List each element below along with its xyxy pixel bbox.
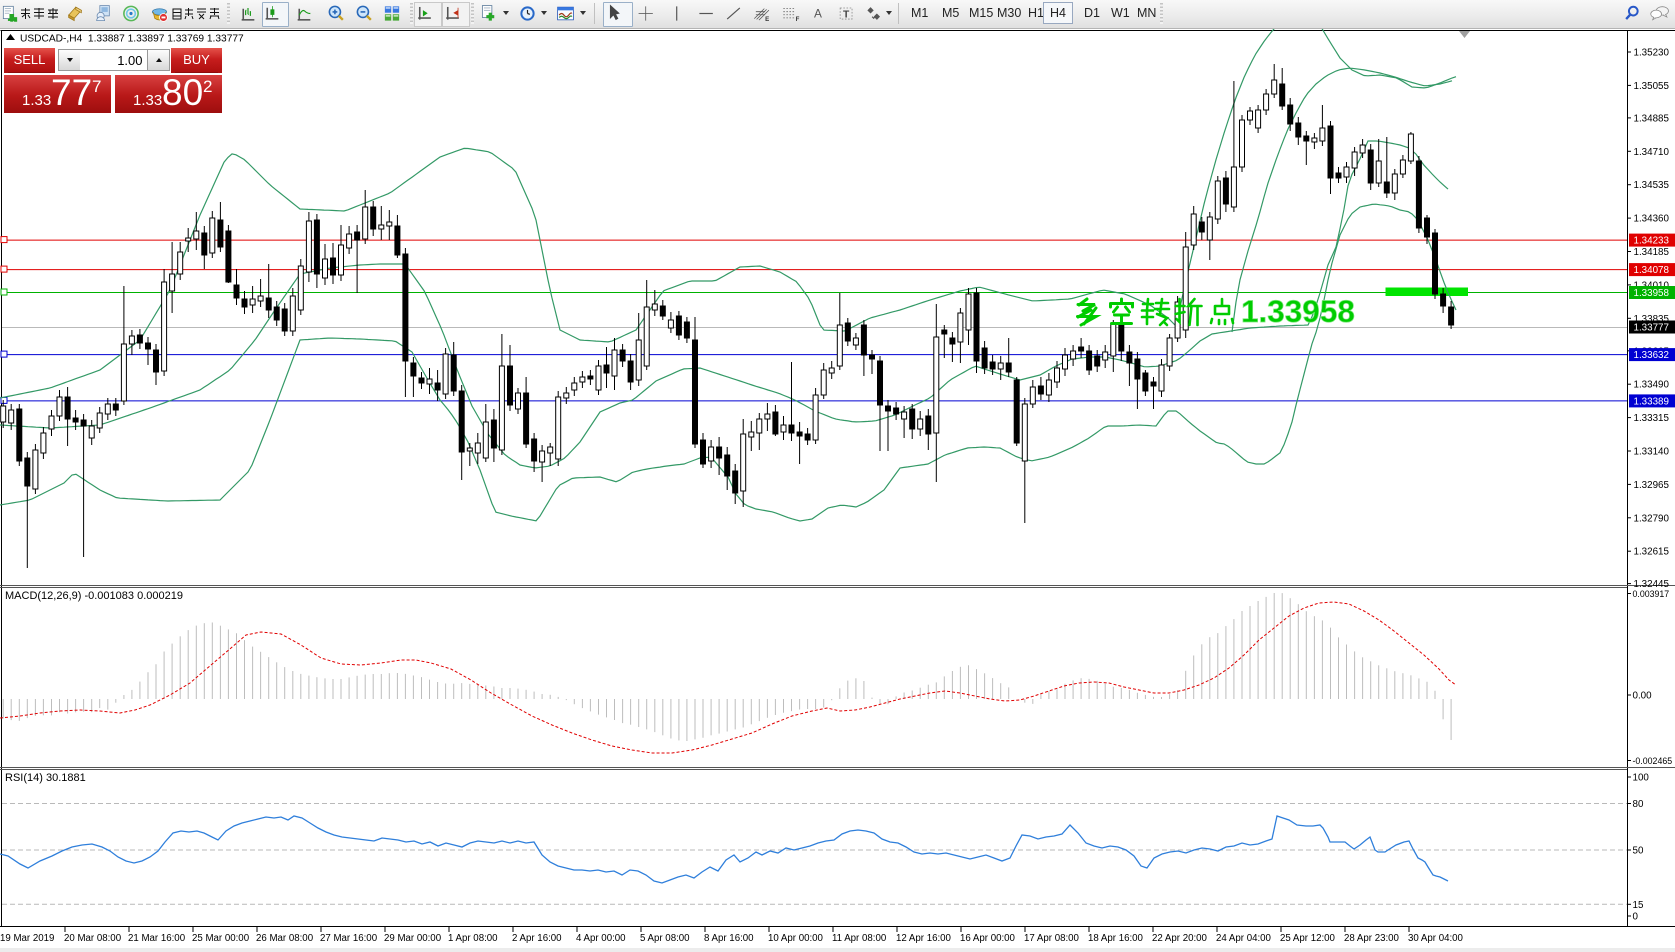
svg-text:12 Apr 16:00: 12 Apr 16:00: [896, 933, 952, 944]
svg-text:26 Mar 08:00: 26 Mar 08:00: [256, 933, 314, 944]
svg-text:20 Mar 08:00: 20 Mar 08:00: [64, 933, 122, 944]
svg-text:100: 100: [1633, 773, 1650, 784]
svg-text:24 Apr 04:00: 24 Apr 04:00: [1216, 933, 1272, 944]
svg-text:1.32790: 1.32790: [1634, 513, 1670, 524]
svg-text:16 Apr 00:00: 16 Apr 00:00: [960, 933, 1016, 944]
svg-text:25 Apr 12:00: 25 Apr 12:00: [1280, 933, 1336, 944]
svg-text:1.34078: 1.34078: [1634, 265, 1670, 276]
svg-text:15: 15: [1633, 900, 1644, 911]
svg-text:F: F: [796, 16, 800, 23]
svg-text:25 Mar 00:00: 25 Mar 00:00: [192, 933, 250, 944]
svg-text:30 Apr 04:00: 30 Apr 04:00: [1408, 933, 1464, 944]
svg-text:1.34360: 1.34360: [1634, 214, 1670, 225]
svg-text:1.33389: 1.33389: [1634, 396, 1669, 407]
svg-text:1.32615: 1.32615: [1634, 547, 1670, 558]
svg-text:1.33490: 1.33490: [1634, 380, 1670, 391]
svg-text:1.33632: 1.33632: [1634, 350, 1669, 361]
svg-text:1.34233: 1.34233: [1634, 236, 1670, 247]
svg-text:21 Mar 16:00: 21 Mar 16:00: [128, 933, 186, 944]
svg-text:E: E: [765, 16, 769, 23]
svg-text:1.33777: 1.33777: [1634, 323, 1669, 334]
svg-text:1.33315: 1.33315: [1634, 413, 1670, 424]
svg-text:1.32965: 1.32965: [1634, 480, 1670, 491]
svg-text:USDCAD-,H4 1.33887 1.33897 1.: USDCAD-,H4 1.33887 1.33897 1.33769 1.337…: [20, 34, 244, 45]
svg-text:1.33140: 1.33140: [1634, 447, 1670, 458]
svg-text:8 Apr 16:00: 8 Apr 16:00: [704, 933, 754, 944]
svg-text:80: 80: [1633, 799, 1644, 810]
svg-text:0.003917: 0.003917: [1633, 589, 1670, 599]
svg-text:22 Apr 20:00: 22 Apr 20:00: [1152, 933, 1208, 944]
svg-text:RSI(14) 30.1881: RSI(14) 30.1881: [5, 772, 86, 784]
svg-text:1.34885: 1.34885: [1634, 113, 1670, 124]
svg-text:1 Apr 08:00: 1 Apr 08:00: [448, 933, 498, 944]
svg-text:19 Mar 2019: 19 Mar 2019: [0, 933, 54, 944]
svg-text:4 Apr 00:00: 4 Apr 00:00: [576, 933, 626, 944]
svg-text:A: A: [814, 6, 822, 20]
svg-text:1.35055: 1.35055: [1634, 81, 1670, 92]
svg-text:17 Apr 08:00: 17 Apr 08:00: [1024, 933, 1080, 944]
svg-text:MACD(12,26,9) -0.001083 0.0002: MACD(12,26,9) -0.001083 0.000219: [5, 590, 183, 602]
svg-text:18 Apr 16:00: 18 Apr 16:00: [1088, 933, 1144, 944]
svg-text:1.32445: 1.32445: [1634, 579, 1670, 590]
svg-text:0.00: 0.00: [1633, 691, 1653, 702]
svg-text:2 Apr 16:00: 2 Apr 16:00: [512, 933, 562, 944]
svg-text:1.34710: 1.34710: [1634, 147, 1670, 158]
svg-text:0: 0: [1633, 912, 1639, 923]
svg-text:-0.002465: -0.002465: [1633, 756, 1673, 766]
svg-text:28 Apr 23:00: 28 Apr 23:00: [1344, 933, 1400, 944]
svg-text:10 Apr 00:00: 10 Apr 00:00: [768, 933, 824, 944]
svg-text:1.33958: 1.33958: [1634, 288, 1670, 299]
svg-text:50: 50: [1633, 846, 1644, 857]
svg-text:1.33958: 1.33958: [1241, 293, 1355, 329]
svg-text:29 Mar 00:00: 29 Mar 00:00: [384, 933, 442, 944]
svg-text:11 Apr 08:00: 11 Apr 08:00: [832, 933, 887, 944]
svg-text:1.34535: 1.34535: [1634, 180, 1670, 191]
svg-text:5 Apr 08:00: 5 Apr 08:00: [640, 933, 690, 944]
svg-text:1.34010: 1.34010: [1634, 280, 1670, 291]
svg-text:1.34185: 1.34185: [1634, 247, 1670, 258]
svg-text:T: T: [843, 9, 850, 20]
svg-text:27 Mar 16:00: 27 Mar 16:00: [320, 933, 378, 944]
svg-text:1.35230: 1.35230: [1634, 48, 1670, 59]
svg-text:1.33835: 1.33835: [1634, 314, 1670, 325]
